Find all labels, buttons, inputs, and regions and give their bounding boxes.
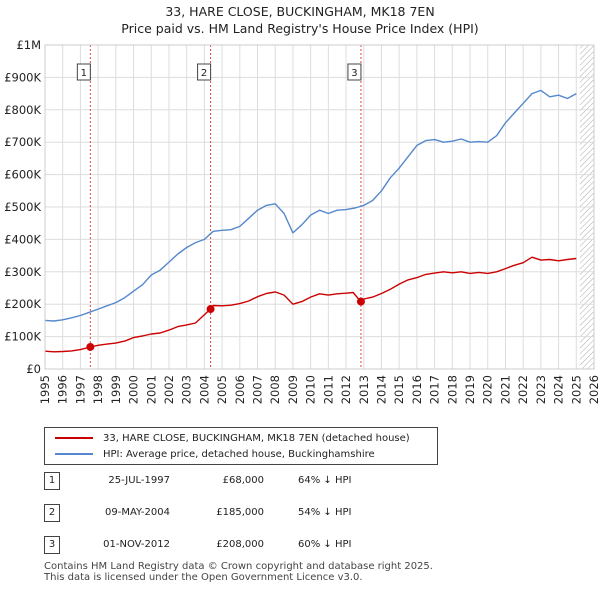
x-tick-label: 2011 — [321, 375, 335, 404]
x-tick-label: 2018 — [445, 375, 459, 404]
footer: Contains HM Land Registry data © Crown c… — [44, 561, 433, 583]
x-tick-label: 1999 — [109, 375, 123, 404]
x-tick-label: 2014 — [374, 375, 388, 404]
y-tick-label: £100K — [4, 330, 41, 344]
sale-marker: 1 — [44, 472, 60, 490]
x-tick-label: 2026 — [587, 375, 600, 404]
sale-row: 2 09-MAY-2004 £185,000 54% ↓ HPI — [44, 504, 444, 524]
x-tick-label: 2010 — [304, 375, 318, 404]
sale-point — [206, 305, 215, 314]
legend-swatch-hpi — [55, 453, 93, 455]
x-tick-label: 2003 — [180, 375, 194, 404]
y-tick-label: £200K — [4, 297, 41, 311]
sale-marker: 3 — [44, 536, 60, 554]
sale-marker-label: 2 — [201, 68, 207, 79]
y-tick-label: £300K — [4, 265, 41, 279]
x-tick-label: 2004 — [197, 375, 211, 404]
sale-price: £68,000 — [222, 475, 264, 486]
y-tick-label: £0 — [26, 362, 41, 376]
sale-marker-label: 3 — [351, 68, 357, 79]
x-tick-label: 2013 — [357, 375, 371, 404]
plot-border — [44, 44, 595, 370]
sale-point — [356, 297, 365, 306]
x-tick-label: 1996 — [56, 375, 70, 404]
sale-hpi-diff: 64% ↓ HPI — [298, 475, 352, 486]
y-tick-label: £600K — [4, 168, 41, 182]
chart-title: 33, HARE CLOSE, BUCKINGHAM, MK18 7EN — [165, 4, 435, 19]
legend-swatch-property — [55, 437, 93, 439]
sale-marker-box — [197, 63, 212, 81]
sale-price: £208,000 — [216, 539, 264, 550]
x-tick-label: 2022 — [516, 375, 530, 404]
x-tick-label: 2020 — [481, 375, 495, 404]
y-tick-label: £800K — [4, 103, 41, 117]
sale-marker-box — [76, 63, 91, 81]
x-tick-label: 2002 — [162, 375, 176, 404]
sale-hpi-diff: 54% ↓ HPI — [298, 507, 352, 518]
x-tick-label: 2017 — [428, 375, 442, 404]
price-chart: £0 £100K £200K £300K £400K £500K £600K £700K £80… — [4, 38, 600, 404]
x-tick-label: 2023 — [534, 375, 548, 404]
chart-subtitle: Price paid vs. HM Land Registry's House … — [121, 21, 479, 36]
sale-price: £185,000 — [216, 507, 264, 518]
x-tick-label: 2024 — [552, 375, 566, 404]
sale-marker-box — [347, 63, 362, 81]
y-tick-label: £400K — [4, 232, 41, 246]
x-tick-label: 2008 — [268, 375, 282, 404]
chart-legend: 33, HARE CLOSE, BUCKINGHAM, MK18 7EN (de… — [44, 427, 438, 465]
x-tick-label: 2016 — [410, 375, 424, 404]
property-price-line — [44, 256, 577, 353]
legend-label-property: 33, HARE CLOSE, BUCKINGHAM, MK18 7EN (de… — [103, 432, 410, 444]
sale-date: 09-MAY-2004 — [104, 507, 170, 518]
footer-copyright: Contains HM Land Registry data © Crown c… — [44, 561, 433, 572]
y-tick-label: £1M — [16, 38, 41, 52]
x-tick-label: 1995 — [38, 375, 52, 404]
legend-label-hpi: HPI: Average price, detached house, Buck… — [103, 448, 375, 460]
sale-hpi-diff: 60% ↓ HPI — [298, 539, 352, 550]
x-tick-label: 2000 — [127, 375, 141, 404]
sale-point — [86, 342, 95, 351]
sale-date: 25-JUL-1997 — [108, 475, 170, 486]
x-tick-label: 1998 — [91, 375, 105, 404]
footer-licence: This data is licensed under the Open Gov… — [44, 572, 363, 583]
sale-row: 3 01-NOV-2012 £208,000 60% ↓ HPI — [44, 536, 444, 556]
x-tick-label: 2006 — [233, 375, 247, 404]
x-tick-label: 2012 — [339, 375, 353, 404]
sale-row: 1 25-JUL-1997 £68,000 64% ↓ HPI — [44, 472, 444, 492]
x-tick-label: 2007 — [251, 375, 265, 404]
x-tick-label: 2025 — [569, 375, 583, 404]
y-tick-label: £500K — [4, 200, 41, 214]
x-tick-label: 1997 — [73, 375, 87, 404]
hpi-line — [44, 89, 577, 322]
x-tick-label: 2015 — [392, 375, 406, 404]
sale-date: 01-NOV-2012 — [103, 539, 170, 550]
x-tick-label: 2021 — [498, 375, 512, 404]
sale-marker: 2 — [44, 504, 60, 522]
y-tick-label: £700K — [4, 135, 41, 149]
x-tick-label: 2005 — [215, 375, 229, 404]
legend-item-property: 33, HARE CLOSE, BUCKINGHAM, MK18 7EN (de… — [55, 431, 410, 445]
x-tick-label: 2009 — [286, 375, 300, 404]
legend-item-hpi: HPI: Average price, detached house, Buck… — [55, 447, 375, 461]
y-tick-label: £900K — [4, 70, 41, 84]
sale-marker-label: 1 — [81, 68, 87, 79]
x-tick-label: 2001 — [144, 375, 158, 404]
x-tick-label: 2019 — [463, 375, 477, 404]
